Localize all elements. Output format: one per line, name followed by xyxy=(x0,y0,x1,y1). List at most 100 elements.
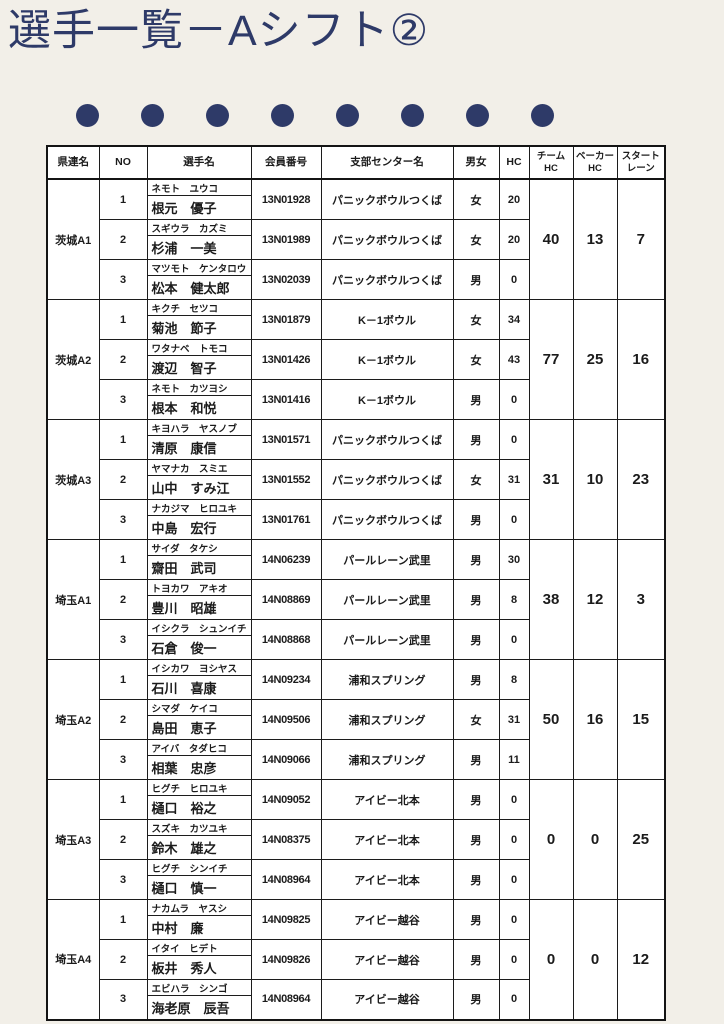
baker-hc-cell: 0 xyxy=(572,899,618,1020)
player-kana-cell: ネモト ユウコ xyxy=(146,178,252,196)
player-kana-row: 2 ワタナベ トモコ 13N01426 K－1ボウル女 43 xyxy=(47,339,665,380)
player-name-row: 清原 康信 xyxy=(47,435,665,460)
member-no-cell: 14N09826 xyxy=(250,939,322,980)
member-no-cell: 14N09234 xyxy=(250,659,322,700)
member-no-cell: 13N01552 xyxy=(250,459,322,500)
member-no-cell: 14N08375 xyxy=(250,819,322,860)
gender-cell: 女 xyxy=(452,459,500,500)
baker-hc-cell: 0 xyxy=(572,779,618,900)
team-hc-cell: 0 xyxy=(528,779,574,900)
prefecture-cell: 茨城А1 xyxy=(46,178,100,300)
col-header-baker-hc: ベーカー HC xyxy=(572,145,618,180)
start-lane-cell: 3 xyxy=(616,539,666,660)
header-row: 県連名 NO 選手名 会員番号 支部センター名 男女 HC チーム HC ベーカ… xyxy=(46,145,666,180)
player-no-cell: 3 xyxy=(98,259,148,300)
player-kana-row: 埼玉А2 1 イシカワ ヨシヤス 14N09234 浦和スプリング男 8 50 16 15 xyxy=(46,659,666,780)
member-no-cell: 14N08868 xyxy=(250,619,322,660)
col-header-start-lane: スタート レーン xyxy=(616,145,666,180)
start-lane-cell: 15 xyxy=(616,659,666,780)
hc-cell: 0 xyxy=(498,939,530,980)
player-kana-cell: スギウラ カズミ xyxy=(146,219,252,236)
center-name-cell: K－1ボウル xyxy=(320,379,454,420)
player-name-cell: 樋口 慎一 xyxy=(146,875,252,900)
team-hc-cell: 50 xyxy=(528,659,574,780)
team-hc-cell: 31 xyxy=(528,419,574,540)
player-no-cell: 2 xyxy=(98,219,148,260)
player-no-cell: 1 xyxy=(98,299,148,340)
player-no-cell: 1 xyxy=(98,899,148,940)
player-name-cell: 鈴木 雄之 xyxy=(146,835,252,860)
player-kana-row: 2 トヨカワ アキオ 14N08869 パールレーン武里男 8 xyxy=(47,579,665,620)
player-kana-cell: スズキ カツユキ xyxy=(146,819,252,836)
player-no-cell: 2 xyxy=(98,819,148,860)
player-no-cell: 3 xyxy=(98,859,148,900)
gender-cell: 男 xyxy=(452,259,500,300)
gender-cell: 男 xyxy=(452,579,500,620)
player-name-cell: 板井 秀人 xyxy=(146,955,252,980)
player-name-cell: 根元 優子 xyxy=(146,195,252,220)
member-no-cell: 14N09052 xyxy=(250,779,322,820)
player-name-cell: 石倉 俊一 xyxy=(146,635,252,660)
prefecture-cell: 茨城А3 xyxy=(46,419,100,540)
player-kana-cell: イタイ ヒデト xyxy=(146,939,252,956)
prefecture-cell: 埼玉А2 xyxy=(46,659,100,780)
member-no-cell: 14N08869 xyxy=(250,579,322,620)
member-no-cell: 13N01426 xyxy=(250,339,322,380)
center-name-cell: パニックボウルつくば xyxy=(320,499,454,540)
gender-cell: 男 xyxy=(452,499,500,540)
prefecture-cell: 埼玉А4 xyxy=(46,899,100,1020)
center-name-cell: アイビー北本 xyxy=(320,779,454,820)
dot-marker xyxy=(336,104,359,127)
hc-cell: 0 xyxy=(498,979,530,1020)
member-no-cell: 13N01416 xyxy=(250,379,322,420)
player-name-row: 松本 健太郎 xyxy=(47,275,665,300)
player-name-row: 根本 和悦 xyxy=(47,395,665,420)
center-name-cell: アイビー北本 xyxy=(320,859,454,900)
center-name-cell: アイビー北本 xyxy=(320,819,454,860)
col-header-hc: HC xyxy=(498,145,530,180)
player-name-row: 中村 廉 xyxy=(47,915,665,940)
member-no-cell: 14N08964 xyxy=(250,979,322,1020)
hc-cell: 0 xyxy=(498,419,530,460)
player-kana-row: 茨城А2 1 キクチ セツコ 13N01879 K－1ボウル女 34 77 25 16 xyxy=(46,299,666,420)
start-lane-cell: 25 xyxy=(616,779,666,900)
dot-marker xyxy=(271,104,294,127)
gender-cell: 男 xyxy=(452,379,500,420)
player-no-cell: 1 xyxy=(98,779,148,820)
player-kana-row: 2 スギウラ カズミ 13N01989 パニックボウルつくば女 20 xyxy=(47,219,665,260)
dot-marker xyxy=(141,104,164,127)
dot-marker xyxy=(466,104,489,127)
member-no-cell: 14N08964 xyxy=(250,859,322,900)
baker-hc-cell: 13 xyxy=(572,178,618,300)
hc-cell: 0 xyxy=(498,499,530,540)
hc-cell: 0 xyxy=(498,619,530,660)
member-no-cell: 14N09825 xyxy=(250,899,322,940)
player-name-cell: 齋田 武司 xyxy=(146,555,252,580)
gender-cell: 男 xyxy=(452,739,500,780)
hc-cell: 34 xyxy=(498,299,530,340)
gender-cell: 男 xyxy=(452,619,500,660)
player-name-row: 鈴木 雄之 xyxy=(47,835,665,860)
member-no-cell: 13N02039 xyxy=(250,259,322,300)
dot-marker xyxy=(206,104,229,127)
center-name-cell: パールレーン武里 xyxy=(320,579,454,620)
player-kana-row: 茨城А3 1 キヨハラ ヤスノブ 13N01571 パニックボウルつくば男 0 31 10 23 xyxy=(46,419,666,540)
player-no-cell: 1 xyxy=(98,419,148,460)
player-name-row: 杉浦 一美 xyxy=(47,235,665,260)
player-kana-cell: ワタナベ トモコ xyxy=(146,339,252,356)
player-no-cell: 2 xyxy=(98,939,148,980)
player-no-cell: 3 xyxy=(98,619,148,660)
col-header-gender: 男女 xyxy=(452,145,500,180)
player-name-row: 樋口 慎一 xyxy=(47,875,665,900)
hc-cell: 0 xyxy=(498,259,530,300)
player-name-cell: 豊川 昭雄 xyxy=(146,595,252,620)
center-name-cell: 浦和スプリング xyxy=(320,699,454,740)
player-kana-row: 2 イタイ ヒデト 14N09826 アイビー越谷男 0 xyxy=(47,939,665,980)
player-kana-row: 2 スズキ カツユキ 14N08375 アイビー北本男 0 xyxy=(47,819,665,860)
col-header-member-no: 会員番号 xyxy=(250,145,322,180)
gender-cell: 女 xyxy=(452,339,500,380)
gender-cell: 女 xyxy=(452,699,500,740)
gender-cell: 男 xyxy=(452,899,500,940)
player-no-cell: 1 xyxy=(98,178,148,220)
gender-cell: 女 xyxy=(452,178,500,220)
